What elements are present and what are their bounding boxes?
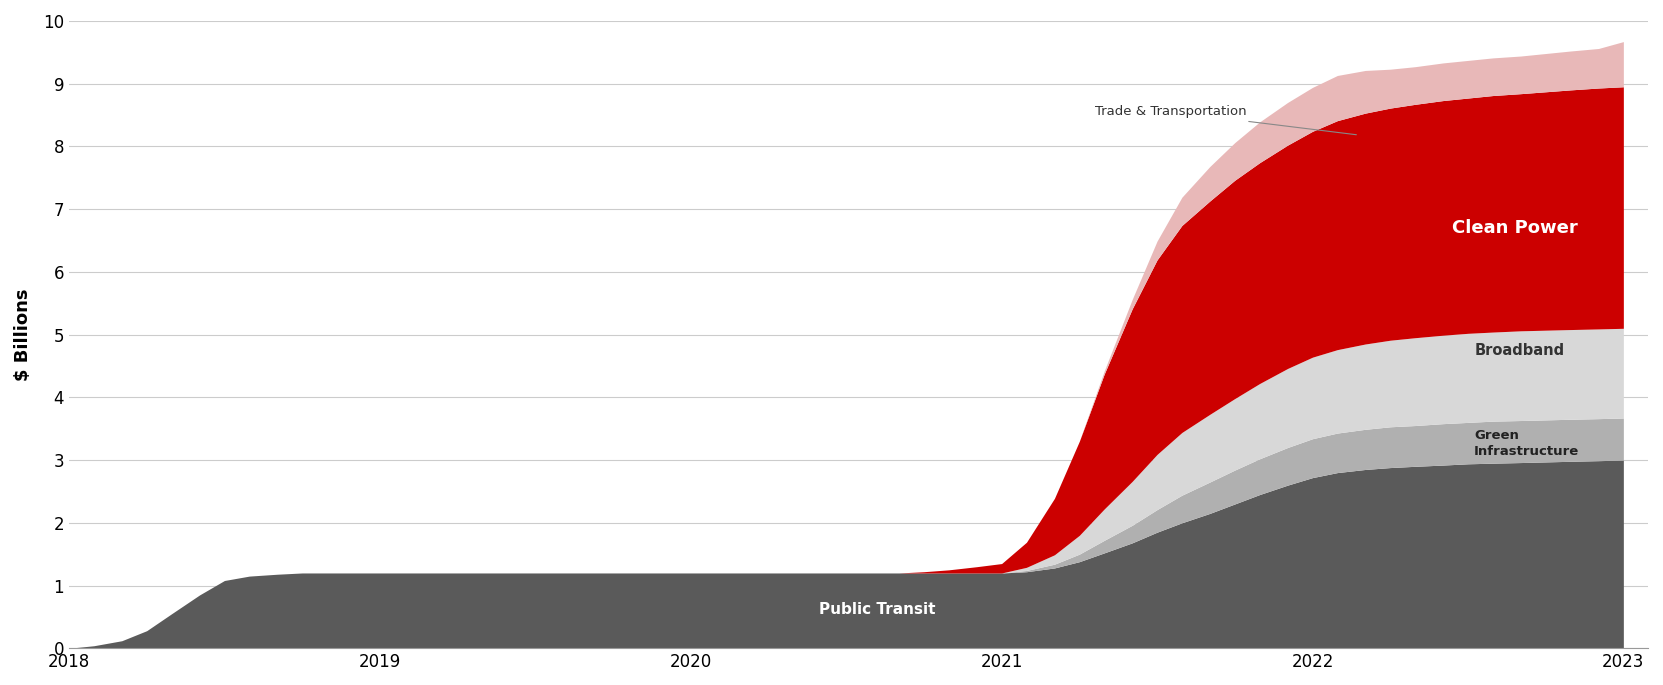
Y-axis label: $ Billions: $ Billions: [13, 288, 32, 381]
Text: Public Transit: Public Transit: [818, 602, 936, 617]
Text: Green
Infrastructure: Green Infrastructure: [1473, 429, 1580, 458]
Text: Clean Power: Clean Power: [1452, 219, 1578, 237]
Text: Trade & Transportation: Trade & Transportation: [1094, 105, 1357, 135]
Text: Broadband: Broadband: [1473, 342, 1565, 358]
